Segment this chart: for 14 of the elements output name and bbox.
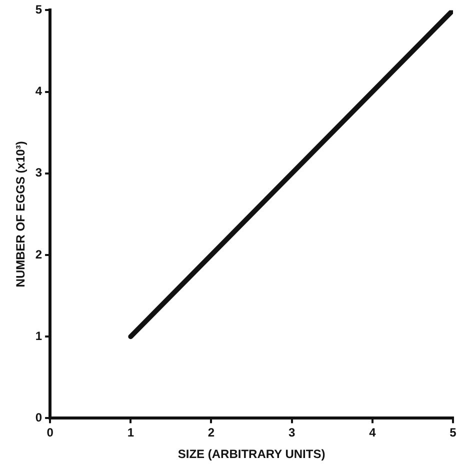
y-tick-label: 3 [35,166,42,180]
x-axis-title: SIZE (ARBITRARY UNITS) [178,447,326,462]
x-tick-label: 4 [369,426,376,440]
y-tick-label: 2 [35,247,42,262]
x-tick-label: 1 [127,426,134,440]
x-tick-label: 2 [208,426,215,440]
y-tick-label: 5 [35,2,42,17]
y-axis-title: NUMBER OF EGGS (x10³) [14,141,28,288]
y-tick-label: 0 [35,410,42,425]
x-tick-label: 0 [46,426,54,440]
x-tick-label: 5 [450,426,457,440]
x-tick-label: 3 [288,426,296,440]
y-tick-label: 4 [35,84,42,98]
y-tick-label: 1 [35,328,42,343]
